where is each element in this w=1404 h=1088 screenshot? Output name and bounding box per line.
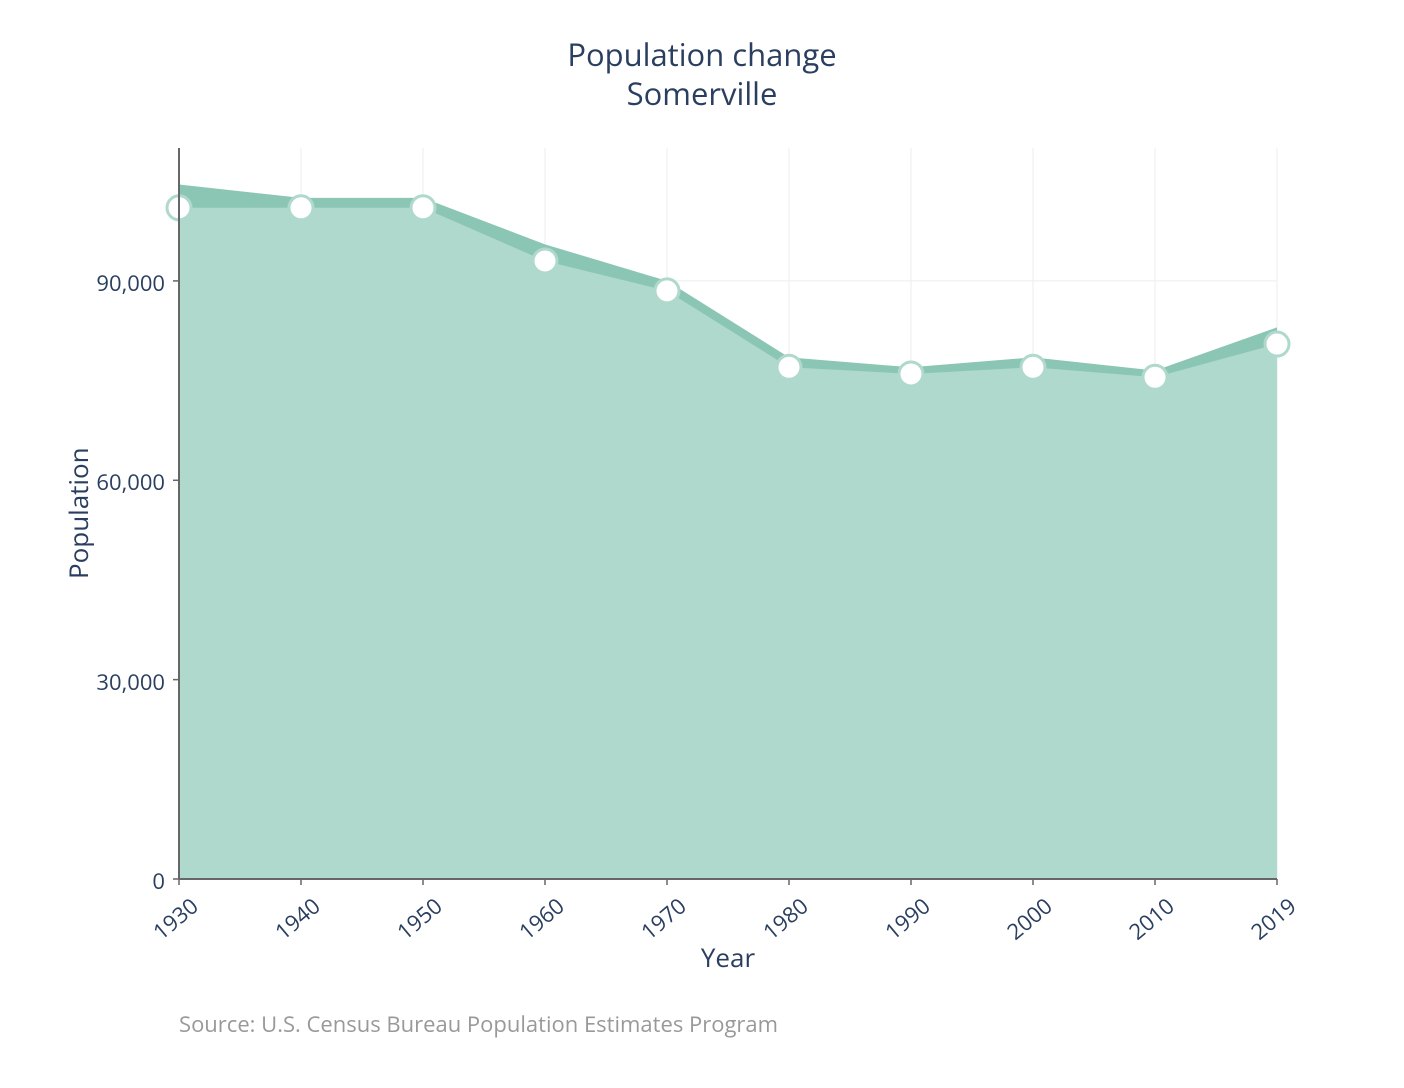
- population-chart: Population change Somerville 0 30,000 60,0…: [0, 0, 1404, 1088]
- chart-title-line1: Population change: [567, 34, 836, 76]
- y-axis-label: Population: [60, 447, 96, 579]
- chart-title-line2: Somerville: [627, 73, 778, 115]
- x-axis-label: Year: [179, 939, 1277, 975]
- chart-title: Population change Somerville: [0, 36, 1404, 114]
- y-tick-label: 90,000: [96, 268, 165, 298]
- y-tick-label: 30,000: [96, 667, 165, 697]
- source-text: Source: U.S. Census Bureau Population Es…: [179, 1009, 778, 1039]
- plot-area: [179, 148, 1277, 879]
- y-tick-label: 60,000: [96, 467, 165, 497]
- y-tick-label: 0: [152, 866, 165, 896]
